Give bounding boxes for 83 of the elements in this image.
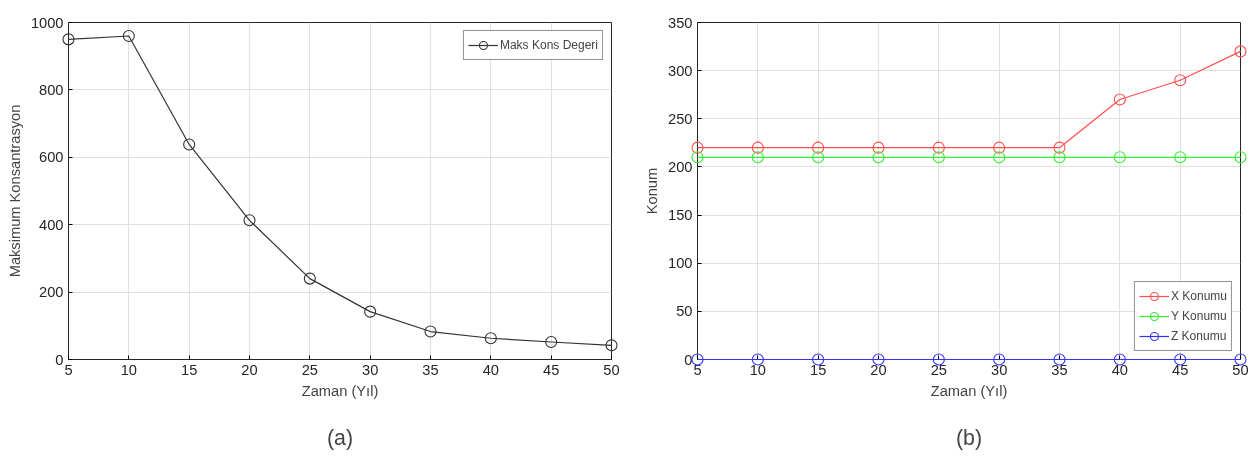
x-tick-label: 35 [422, 361, 439, 378]
y-tick-label: 400 [39, 216, 64, 233]
point [364, 305, 377, 318]
point [993, 141, 1006, 154]
x-tick-label: 15 [810, 361, 827, 378]
y-tick-label: 0 [684, 351, 693, 368]
y-tick-label: 0 [55, 351, 64, 368]
point [1113, 353, 1126, 366]
point [872, 151, 885, 164]
point [1174, 151, 1187, 164]
point [1234, 45, 1247, 58]
x-tick-label: 45 [1172, 361, 1189, 378]
x-tick-label: 30 [991, 361, 1008, 378]
text: (b) [955, 426, 983, 450]
point [812, 141, 825, 154]
y-tick-label: 200 [39, 284, 64, 301]
x-tick-label: 5 [64, 361, 73, 378]
point [62, 33, 75, 46]
point [1174, 353, 1187, 366]
point [691, 151, 704, 164]
x-tick-label: 15 [181, 361, 198, 378]
point [484, 332, 497, 345]
x-tick-label: 40 [1111, 361, 1128, 378]
point [1053, 353, 1066, 366]
legend-label: X Konumu [1170, 289, 1227, 303]
y-tick-label: 200 [668, 158, 693, 175]
x-tick-label: 45 [543, 361, 560, 378]
point [932, 151, 945, 164]
point [993, 353, 1006, 366]
point [812, 151, 825, 164]
y-tick-label: 1000 [30, 14, 64, 31]
y-axis-title: Konum [644, 167, 661, 215]
y-tick-label: 300 [668, 62, 693, 79]
x-axis-title: Zaman (Yıl) [930, 382, 1008, 399]
point [243, 214, 256, 227]
point [812, 353, 825, 366]
x-tick-label: 35 [1051, 361, 1068, 378]
point [1113, 93, 1126, 106]
x-tick-label: 40 [482, 361, 499, 378]
y-tick-label: 800 [39, 81, 64, 98]
x-tick-label: 5 [693, 361, 702, 378]
legend-label: Z Konumu [1170, 329, 1227, 343]
point [1234, 353, 1247, 366]
point [932, 353, 945, 366]
y-tick-label: 600 [39, 149, 64, 166]
legend-label: Maks Kons Degeri [499, 38, 598, 52]
text: (a) [326, 426, 354, 450]
point [1053, 151, 1066, 164]
point [1053, 141, 1066, 154]
point [1174, 74, 1187, 87]
x-tick-label: 30 [362, 361, 379, 378]
point [993, 151, 1006, 164]
x-tick-label: 10 [120, 361, 137, 378]
x-tick-label: 20 [241, 361, 258, 378]
x-tick-label: 50 [1232, 361, 1249, 378]
x-axis-title: Zaman (Yıl) [301, 382, 379, 399]
point [122, 29, 135, 43]
point [545, 335, 558, 349]
x-tick-label: 10 [749, 361, 766, 378]
point [751, 353, 764, 366]
y-tick-label: 350 [668, 14, 693, 31]
point [751, 141, 764, 154]
y-tick-label: 50 [676, 303, 693, 320]
y-tick-label: 150 [668, 207, 693, 224]
point [605, 339, 618, 352]
point [183, 138, 196, 151]
point [1234, 151, 1247, 164]
point [424, 325, 437, 338]
point [303, 272, 316, 285]
x-tick-label: 20 [870, 361, 887, 378]
y-tick-label: 250 [668, 110, 693, 127]
x-tick-label: 50 [603, 361, 620, 378]
point [751, 151, 764, 164]
y-axis-title: Maksimum Konsantrasyon [6, 104, 23, 278]
point [872, 141, 885, 154]
legend-label: Y Konumu [1170, 309, 1227, 323]
point [691, 141, 704, 154]
point [1113, 151, 1126, 164]
point [872, 353, 885, 366]
x-tick-label: 25 [301, 361, 318, 378]
point [932, 141, 945, 154]
y-tick-label: 100 [668, 255, 693, 272]
x-tick-label: 25 [930, 361, 947, 378]
